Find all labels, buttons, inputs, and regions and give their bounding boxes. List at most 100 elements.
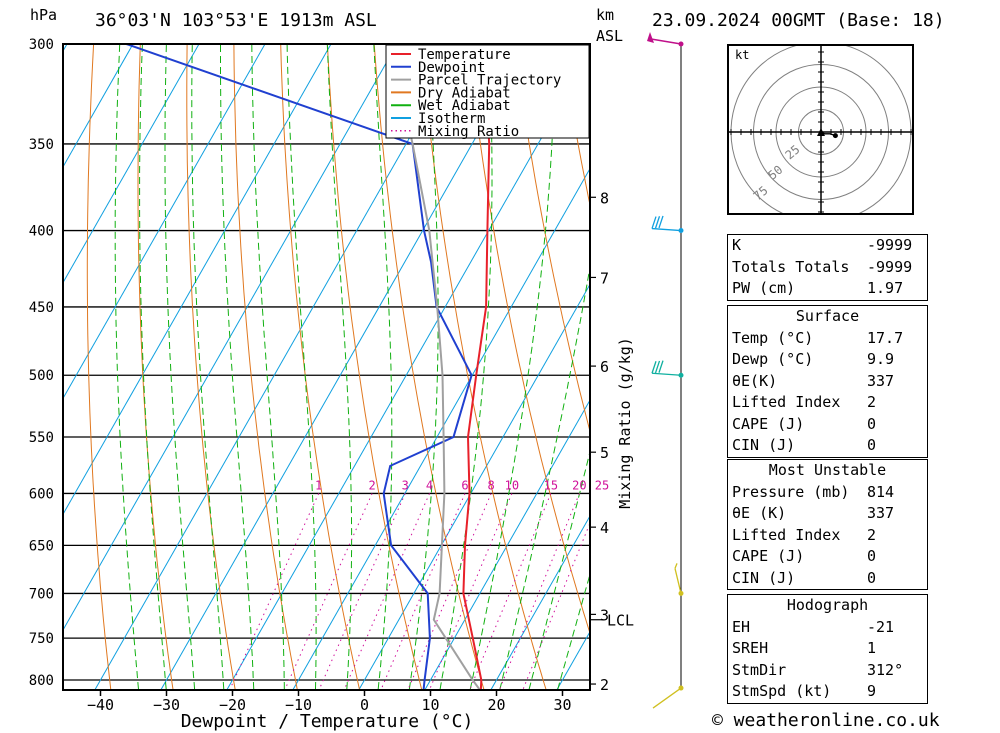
table-title: Surface (795, 307, 860, 325)
table-row: SREH 1 (728, 638, 927, 660)
x-tick-label: 20 (487, 696, 505, 714)
wet-adiabat-line (469, 44, 556, 690)
row-value: 1 (867, 639, 877, 657)
isotherm-line (63, 44, 332, 516)
isotherm-line (0, 33, 7, 692)
row-label: SREH (732, 639, 769, 657)
legend-box (385, 44, 590, 139)
lcl-label: LCL (607, 612, 634, 630)
legend-label: Dry Adiabat (418, 85, 511, 101)
isotherm-line (63, 44, 266, 400)
pressure-tick-label: 300 (29, 37, 54, 53)
km-tick-label: 6 (600, 358, 609, 376)
row-value: 1.97 (867, 279, 904, 297)
row-label: CIN (J) (732, 436, 796, 454)
pressure-tick-label: 750 (29, 631, 54, 647)
row-label: CIN (J) (732, 568, 796, 587)
wind-barb-feather (658, 215, 664, 229)
dry-adiabat-line (929, 22, 1000, 696)
profile-lines (126, 44, 491, 690)
row-value: 2 (867, 525, 877, 544)
row-label: θE (K) (732, 504, 787, 522)
legend-label: Dewpoint (418, 60, 485, 76)
x-tick-label: −30 (153, 696, 180, 714)
mixing-ratio-label: 10 (505, 478, 519, 492)
table-row: θE (K) 337 (728, 503, 927, 525)
row-value: -21 (867, 617, 895, 636)
wet-adiabat-line (373, 44, 393, 690)
table-title: Hodograph (786, 596, 869, 614)
mixing-ratio-label: 2 (369, 478, 376, 492)
mixing-ratio-labels: 1 2 3 4 6 8 10 15 20 25 (315, 478, 609, 492)
series-line-parcel-trajectory (389, 44, 482, 690)
table-row: EH -21 (728, 617, 927, 639)
table-row: Lifted Index 2 (728, 525, 927, 547)
km-tick-label: 3 (600, 606, 609, 624)
mixing-ratio-label: 1 (315, 478, 322, 492)
row-value: 337 (867, 371, 895, 390)
isotherm-line (424, 399, 590, 690)
hpa-unit-label: hPa (30, 6, 58, 24)
wind-barb-shaft (652, 687, 682, 709)
wind-barb-pennant (647, 32, 654, 43)
row-label: Temp (°C) (732, 328, 814, 347)
mixing-ratio-label: 15 (544, 478, 558, 492)
row-value: -9999 (867, 236, 913, 254)
mixing-ratio-line (343, 493, 430, 690)
isotherm-line (292, 167, 590, 690)
table-row: CIN (J) 0 (728, 568, 927, 590)
storm-motion-marker (817, 128, 825, 136)
table-row: CIN (J) 0 (728, 435, 927, 457)
mixing-ratio-axis-label: Mixing Ratio (g/kg) (616, 337, 634, 509)
mixing-ratio-line (407, 493, 492, 690)
wind-barb-feather (651, 216, 657, 229)
dry-adiabat-line (326, 44, 423, 690)
series-line-temperature (462, 44, 491, 690)
pressure-tick-label: 400 (29, 224, 54, 240)
isotherm-line (63, 44, 134, 168)
table-row: K -9999 (728, 235, 927, 257)
wet-adiabat-line (164, 44, 196, 690)
dry-adiabat-line (280, 44, 361, 690)
row-label: Dewp (°C) (732, 350, 814, 368)
pressure-tick-label: 350 (29, 137, 54, 153)
km-unit-label: km (596, 6, 615, 24)
pressure-tick-label: 500 (29, 368, 54, 384)
table-row: θE(K) 337 (728, 371, 927, 393)
isobar-lines: 300 350 400 450 500 550 600 650 700 750 800 (29, 37, 590, 689)
dry-adiabat-line (233, 44, 298, 690)
wind-barb-feather (654, 216, 661, 229)
row-value: -9999 (867, 257, 913, 276)
x-tick-label: 0 (360, 696, 369, 714)
dry-adiabat-line (373, 44, 485, 690)
dry-adiabat-line (513, 44, 590, 434)
dry-adiabat-line (186, 44, 236, 690)
dry-adiabat-line (0, 22, 2, 696)
asl-unit-label: ASL (596, 27, 624, 45)
isotherm-line (226, 51, 590, 690)
pressure-tick-label: 550 (29, 430, 54, 446)
table-row: Lifted Index 2 (728, 392, 927, 414)
pressure-tick-label: 600 (29, 486, 54, 502)
isotherm-line (490, 514, 590, 690)
wet-adiabat-line (557, 572, 590, 690)
row-value: 2 (867, 393, 877, 411)
row-label: Lifted Index (732, 393, 841, 411)
wet-adiabat-line (326, 44, 353, 690)
series-line-dewpoint (126, 44, 473, 690)
table-row: Totals Totals -9999 (728, 257, 927, 279)
legend-label: Parcel Trajectory (418, 73, 561, 89)
mixing-ratio-line (380, 493, 466, 690)
pressure-tick-label: 450 (29, 300, 54, 316)
hodograph-end-point (832, 133, 838, 139)
wet-adiabat-line (439, 44, 493, 690)
datetime-label: 23.09.2024 00GMT (Base: 18) (652, 10, 945, 31)
mixing-ratio-label: 25 (595, 478, 609, 492)
dry-adiabat-line (975, 22, 1000, 696)
table-row: CAPE (J) 0 (728, 414, 927, 436)
legend-label: Mixing Ratio (418, 124, 519, 140)
isotherm-line (63, 44, 200, 284)
row-value: 0 (867, 436, 877, 454)
table-row: CAPE (J) 0 (728, 546, 927, 568)
